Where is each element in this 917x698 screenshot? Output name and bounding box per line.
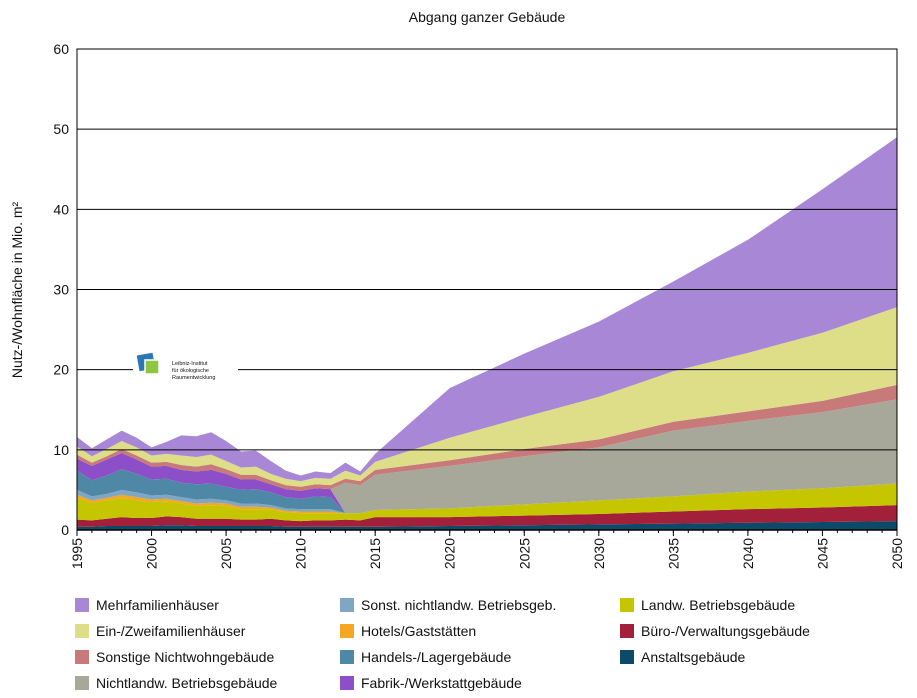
legend-swatch (340, 676, 354, 690)
x-tick-label: 2010 (293, 538, 309, 569)
area (77, 453, 897, 514)
legend-item: Anstaltsgebäude (620, 649, 746, 665)
area (77, 137, 897, 482)
x-tick-label: 2025 (516, 538, 532, 569)
legend-swatch (620, 650, 634, 664)
legend-label: Mehrfamilienhäuser (96, 597, 219, 613)
legend-item: Hotels/Gaststätten (340, 623, 476, 639)
legend-swatch (340, 650, 354, 664)
legend-label: Handels-/Lagergebäude (361, 649, 511, 665)
y-tick-label: 10 (53, 442, 69, 458)
legend-item: Sonstige Nichtwohngebäude (75, 649, 274, 665)
area (77, 307, 897, 487)
x-tick-label: 2000 (144, 538, 160, 569)
chart-title: Abgang ganzer Gebäude (409, 9, 566, 25)
y-tick-label: 40 (53, 201, 69, 217)
y-tick-label: 0 (61, 522, 69, 538)
x-tick-label: 2045 (814, 538, 830, 569)
legend-label: Sonstige Nichtwohngebäude (96, 649, 274, 665)
y-tick-label: 60 (53, 41, 69, 57)
legend-swatch (620, 598, 634, 612)
legend-item: Nichtlandw. Betriebsgebäude (75, 675, 278, 691)
legend-label: Hotels/Gaststätten (361, 623, 476, 639)
area (77, 469, 897, 514)
legend-item: Ein-/Zweifamilienhäuser (75, 623, 246, 639)
area (77, 505, 897, 527)
y-tick-label: 50 (53, 121, 69, 137)
legend-item: Sonst. nichtlandw. Betriebsgeb. (340, 597, 556, 613)
area (77, 399, 897, 514)
x-tick-label: 2020 (442, 538, 458, 569)
legend-item: Fabrik-/Werkstattgebäude (340, 675, 522, 691)
x-tick-label: 2005 (218, 538, 234, 569)
legend-label: Sonst. nichtlandw. Betriebsgeb. (361, 597, 556, 613)
y-tick-label: 20 (53, 362, 69, 378)
legend-label: Nichtlandw. Betriebsgebäude (96, 675, 278, 691)
x-tick-label: 2035 (665, 538, 681, 569)
logo-text: Leibniz-Institut (172, 361, 208, 367)
legend-swatch (75, 624, 89, 638)
legend-item: Landw. Betriebsgebäude (620, 597, 795, 613)
legend-label: Landw. Betriebsgebäude (641, 597, 795, 613)
x-tick-label: 2050 (889, 538, 905, 569)
legend-label: Fabrik-/Werkstattgebäude (361, 675, 522, 691)
legend-label: Büro-/Verwaltungsgebäude (641, 623, 810, 639)
legend-swatch (620, 624, 634, 638)
area (77, 521, 897, 530)
legend-item: Büro-/Verwaltungsgebäude (620, 623, 810, 639)
x-tick-label: 1995 (69, 538, 85, 569)
logo-text: Raumentwicklung (172, 375, 215, 381)
x-tick-label: 2040 (740, 538, 756, 569)
legend-swatch (340, 598, 354, 612)
x-tick-label: 2015 (367, 538, 383, 569)
legend-swatch (75, 598, 89, 612)
legend-item: Handels-/Lagergebäude (340, 649, 511, 665)
legend-swatch (75, 650, 89, 664)
logo-icon-front (144, 359, 160, 375)
legend-swatch (340, 624, 354, 638)
logo-text: für ökologische (172, 368, 209, 374)
legend-label: Anstaltsgebäude (641, 649, 746, 665)
area (77, 483, 897, 522)
x-tick-label: 2030 (591, 538, 607, 569)
legend-item: Mehrfamilienhäuser (75, 597, 219, 613)
y-axis-label: Nutz-/Wohnfläche in Mio. m² (9, 201, 25, 378)
legend-swatch (75, 676, 89, 690)
y-tick-label: 30 (53, 282, 69, 298)
legend-label: Ein-/Zweifamilienhäuser (96, 623, 246, 639)
